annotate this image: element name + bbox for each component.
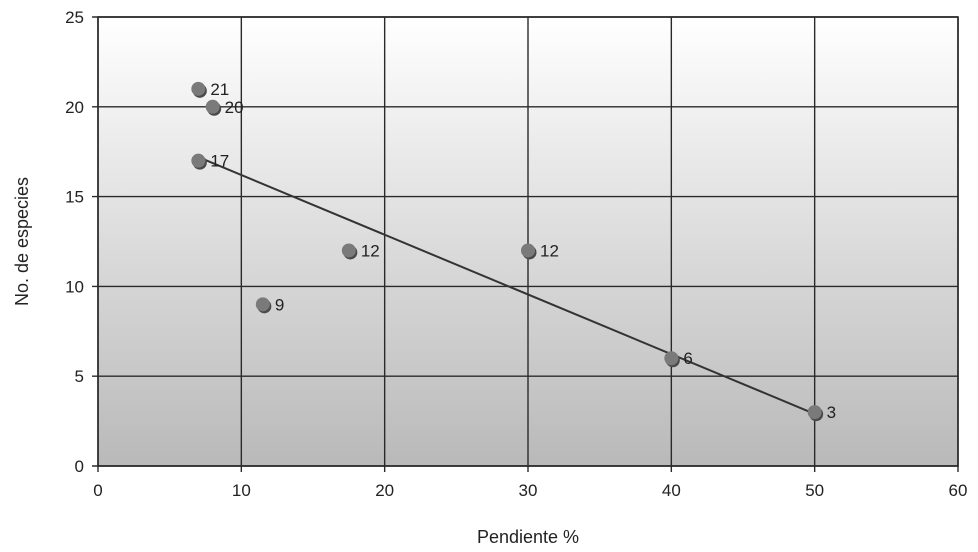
x-tick-label: 20 [375,481,394,500]
data-label: 12 [361,241,380,260]
data-label: 6 [683,349,692,368]
data-label: 20 [225,98,244,117]
data-label: 12 [540,241,559,260]
x-tick-label: 50 [805,481,824,500]
data-point [205,99,222,116]
grid [92,16,959,472]
y-tick-label: 20 [65,98,84,117]
y-tick-label: 15 [65,188,84,207]
y-tick-label: 5 [75,367,84,386]
data-point [255,297,272,314]
y-tick-label: 0 [75,457,84,476]
data-point [664,351,680,368]
data-label: 21 [210,80,229,99]
data-point-marker [521,243,535,258]
trendline [197,156,816,415]
y-tick-label: 10 [65,277,84,296]
x-tick-label: 60 [949,481,968,500]
y-tick-label: 25 [65,8,84,27]
x-tick-label: 30 [519,481,538,500]
tick-labels: 0 10 20 30 40 50 60 0 5 10 15 20 25 [65,8,967,500]
data-point [807,405,824,422]
data-label: 17 [210,152,229,171]
data-point-marker [664,351,679,366]
data-points [191,81,824,422]
plot-frame [97,16,959,467]
trendline-group [197,156,816,415]
data-point-marker [807,405,822,420]
data-point [191,81,207,98]
data-label: 3 [827,403,836,422]
x-tick-label: 10 [232,481,251,500]
y-axis-title: No. de especies [12,177,32,306]
data-point-marker [205,99,220,114]
data-point-marker [191,153,206,168]
data-point-marker [191,81,206,96]
data-point [521,243,537,260]
data-point-marker [255,297,270,312]
x-axis-title: Pendiente % [477,527,579,547]
data-point-marker [341,243,356,258]
x-tick-label: 40 [662,481,681,500]
data-label: 9 [275,295,284,314]
data-point [191,153,207,170]
data-point [341,243,358,260]
x-tick-label: 0 [93,481,102,500]
